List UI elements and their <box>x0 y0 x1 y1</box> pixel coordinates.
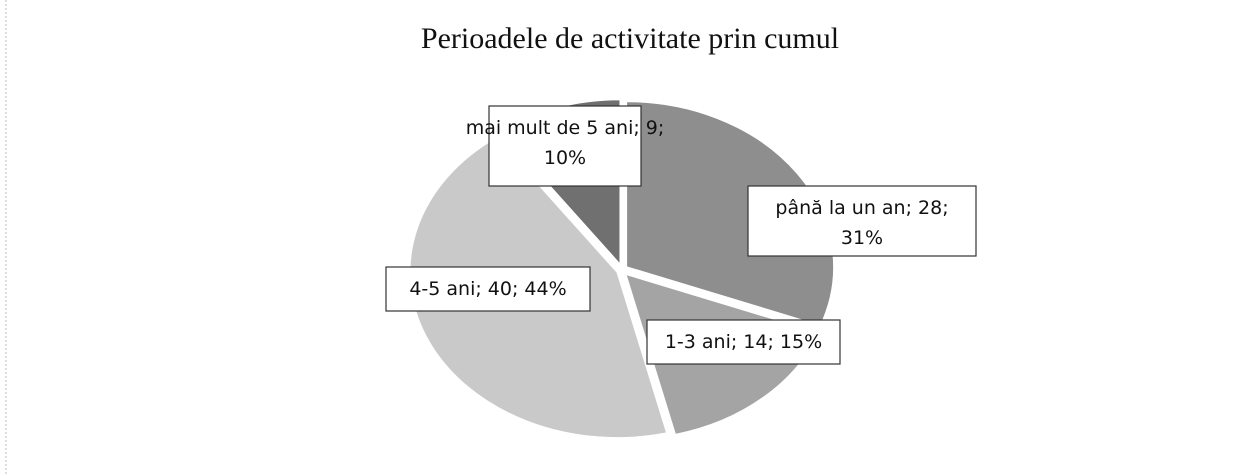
label-box <box>385 266 591 312</box>
data-label: 1-3 ani; 14; 15% <box>665 331 822 353</box>
data-label: mai mult de 5 ani; 9; 10% <box>466 117 665 169</box>
pie-slice <box>625 100 836 328</box>
data-label: până la un an; 28; 31% <box>775 197 948 249</box>
data-label: 4-5 ani; 40; 44% <box>409 278 566 300</box>
chart-title: Perioadele de activitate prin cumul <box>421 22 839 55</box>
label-box <box>646 319 841 365</box>
label-box <box>488 105 642 187</box>
label-box <box>747 185 977 257</box>
